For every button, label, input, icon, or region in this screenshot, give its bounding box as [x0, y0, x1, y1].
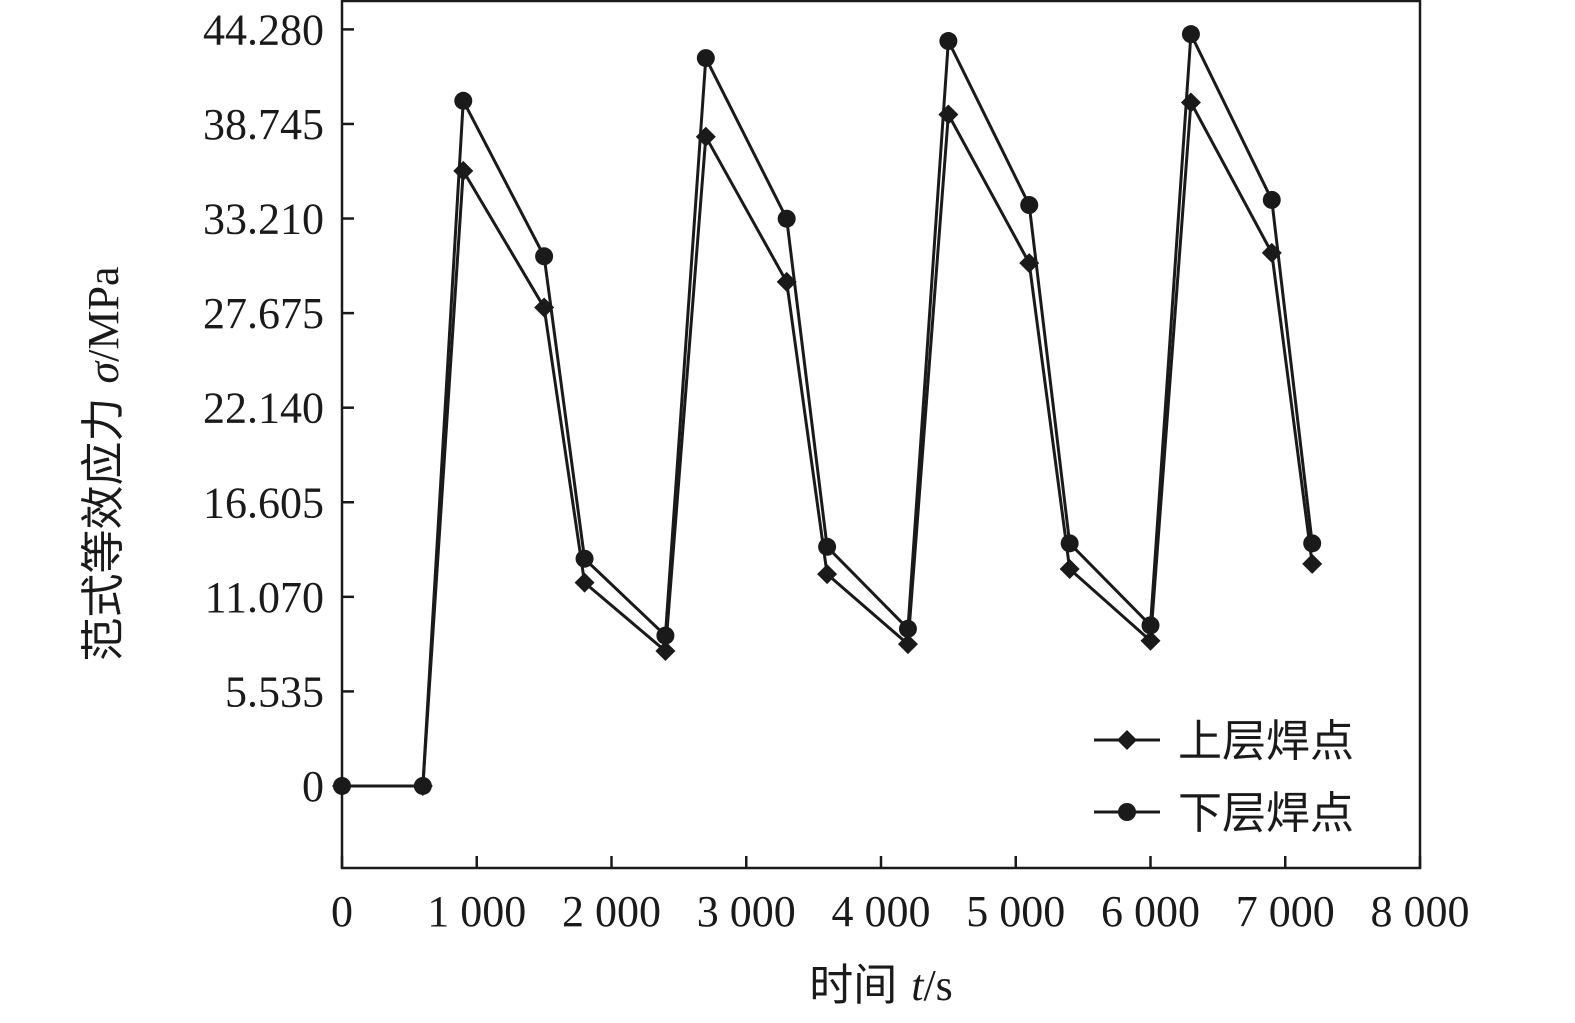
diamond-point: [1302, 553, 1323, 574]
x-tick-label: 0: [331, 887, 353, 936]
series-line: [342, 101, 1314, 788]
series-group: [332, 25, 1323, 796]
circle-point: [1262, 190, 1281, 209]
y-axis-title-unit: /MPa: [79, 266, 128, 361]
diamond-point: [453, 160, 474, 181]
x-axis-title-prefix: 时间: [809, 960, 911, 1011]
diamond-point: [1140, 630, 1161, 651]
x-tick-label: 4 000: [832, 887, 931, 936]
circle-point: [656, 626, 675, 645]
diamond-point: [1059, 558, 1080, 579]
circle-point: [818, 537, 837, 556]
x-tick-label: 5 000: [966, 887, 1065, 936]
axes: 0 1 000 2 000 3 000 4 000 5 000 6 000 7 000 8 00…: [203, 5, 1470, 936]
y-axis-title-prefix: 范式等效应力: [78, 384, 129, 662]
circle-point: [898, 619, 917, 638]
y-axis-title: 范式等效应力 σ/MPa: [78, 266, 129, 661]
diamond-point: [817, 564, 838, 585]
circle-point: [696, 49, 715, 68]
circle-point: [1181, 25, 1200, 44]
legend-item-2: 下层焊点: [1094, 788, 1354, 839]
circle-point: [1303, 534, 1322, 553]
x-tick-label: 7 000: [1236, 887, 1335, 936]
x-axis-title-var: t: [911, 961, 925, 1010]
x-axis-title-unit: /s: [923, 961, 952, 1010]
y-tick-label: 44.280: [203, 5, 324, 54]
circle-point: [413, 776, 432, 795]
x-tick-label: 1 000: [427, 887, 526, 936]
circle-point: [535, 247, 554, 266]
legend-swatch-marker: [1117, 730, 1137, 750]
diamond-point: [1019, 253, 1040, 274]
diamond-point: [776, 271, 797, 292]
y-tick-label: 11.070: [205, 573, 324, 622]
circle-point: [1060, 534, 1079, 553]
legend-item-1: 上层焊点: [1094, 716, 1354, 767]
y-tick-label: 33.210: [203, 195, 324, 244]
y-tick-label: 38.745: [203, 100, 324, 149]
x-tick-label: 6 000: [1101, 887, 1200, 936]
circle-point: [454, 91, 473, 110]
circle-point: [1020, 196, 1039, 215]
x-tick-label: 3 000: [697, 887, 796, 936]
y-tick-label: 0: [302, 762, 324, 811]
series-1: [332, 92, 1323, 796]
legend-label: 上层焊点: [1178, 716, 1354, 767]
y-tick-label: 27.675: [203, 289, 324, 338]
diamond-point: [897, 634, 918, 655]
circle-point: [939, 32, 958, 51]
series-line: [342, 32, 1314, 788]
circle-point: [575, 549, 594, 568]
circle-point: [333, 776, 351, 795]
legend-swatch-marker: [1118, 803, 1136, 821]
y-tick-label: 16.605: [203, 478, 324, 527]
x-tick-label: 2 000: [562, 887, 661, 936]
circle-point: [1141, 616, 1160, 635]
legend-label: 下层焊点: [1178, 788, 1354, 839]
y-tick-label: 5.535: [225, 667, 324, 716]
series-2: [333, 25, 1322, 795]
x-axis-title: 时间 t/s: [809, 960, 953, 1011]
y-tick-label: 22.140: [203, 384, 324, 433]
diamond-point: [1180, 92, 1201, 113]
circle-point: [777, 209, 796, 228]
diamond-point: [574, 572, 595, 593]
x-tick-label: 8 000: [1371, 887, 1470, 936]
y-axis-title-var: σ: [79, 360, 128, 384]
diamond-point: [655, 641, 676, 661]
